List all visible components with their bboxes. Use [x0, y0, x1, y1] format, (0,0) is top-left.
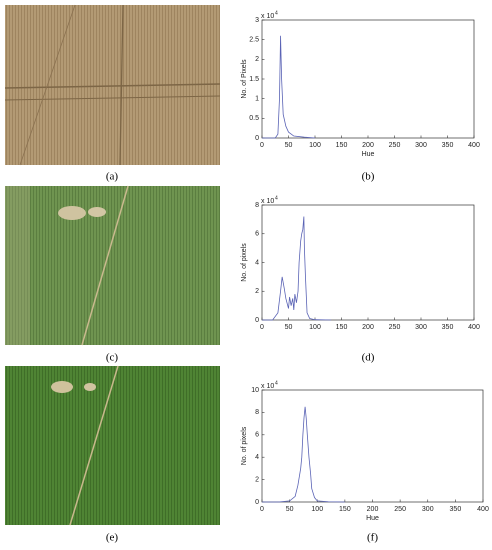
x-tick-label: 400	[468, 324, 480, 331]
x-tick-label: 0	[260, 506, 264, 513]
y-tick-label: 4	[255, 454, 259, 461]
x-tick-label: 400	[468, 142, 480, 149]
x-tick-label: 400	[477, 506, 489, 513]
y-axis-label: No. of pixels	[241, 426, 248, 465]
x-tick-label: 50	[286, 506, 294, 513]
photo-e	[5, 365, 220, 526]
y-tick-label: 4	[255, 259, 259, 266]
scale-factor: x 10	[261, 383, 274, 390]
y-tick-label: 2.5	[249, 37, 259, 44]
y-axis-label: No. of pixels	[241, 243, 248, 282]
x-tick-label: 250	[389, 324, 401, 331]
x-tick-label: 50	[285, 324, 293, 331]
y-tick-label: 1.5	[249, 76, 259, 83]
photo-a	[4, 4, 221, 166]
x-axis-label: Hue	[366, 515, 379, 522]
x-tick-label: 250	[394, 506, 406, 513]
y-axis-label: No. of Pixels	[241, 59, 248, 99]
panel-label: (d)	[362, 352, 375, 364]
y-tick-label: 10	[251, 387, 259, 394]
axes-frame	[261, 19, 475, 139]
histogram-line	[262, 216, 331, 321]
x-tick-label: 300	[415, 324, 427, 331]
x-tick-label: 200	[367, 506, 379, 513]
x-tick-label: 300	[422, 506, 434, 513]
x-axis-label: Hue	[362, 151, 375, 158]
y-tick-label: 8	[255, 202, 259, 209]
x-tick-label: 150	[336, 142, 348, 149]
y-tick-label: 3	[255, 17, 259, 24]
y-tick-label: 6	[255, 432, 259, 439]
x-tick-label: 350	[442, 324, 454, 331]
scale-exponent: 4	[275, 10, 278, 16]
y-tick-label: 2	[255, 56, 259, 63]
x-tick-label: 250	[389, 142, 401, 149]
axes-frame	[261, 204, 475, 321]
histogram-line	[262, 35, 316, 139]
scale-exponent: 4	[275, 195, 278, 201]
y-tick-label: 0.5	[249, 115, 259, 122]
scale-factor: x 10	[261, 198, 274, 205]
scale-exponent: 4	[275, 380, 278, 386]
x-tick-label: 200	[362, 142, 374, 149]
x-tick-label: 150	[336, 324, 348, 331]
x-tick-label: 0	[260, 142, 264, 149]
panel-label: (e)	[106, 532, 119, 544]
panel-label: (f)	[367, 532, 378, 544]
y-tick-label: 8	[255, 409, 259, 416]
y-tick-label: 2	[255, 288, 259, 295]
x-tick-label: 150	[339, 506, 351, 513]
x-tick-label: 350	[442, 142, 454, 149]
axes-frame	[261, 389, 484, 503]
y-tick-label: 2	[255, 476, 259, 483]
y-tick-label: 6	[255, 231, 259, 238]
x-tick-label: 0	[260, 324, 264, 331]
x-tick-label: 100	[311, 506, 323, 513]
y-tick-label: 0	[255, 135, 259, 142]
histogram-line	[262, 406, 345, 503]
y-tick-label: 0	[255, 499, 259, 506]
scale-factor: x 10	[261, 13, 274, 20]
y-tick-label: 0	[255, 317, 259, 324]
x-tick-label: 350	[450, 506, 462, 513]
x-tick-label: 300	[415, 142, 427, 149]
y-tick-label: 1	[255, 96, 259, 103]
panel-label: (a)	[106, 171, 119, 183]
photo-c	[5, 185, 220, 346]
panel-label: (c)	[106, 352, 119, 364]
x-tick-label: 200	[362, 324, 374, 331]
x-tick-label: 100	[309, 142, 321, 149]
x-tick-label: 100	[309, 324, 321, 331]
panel-label: (b)	[362, 171, 375, 183]
x-tick-label: 50	[285, 142, 293, 149]
